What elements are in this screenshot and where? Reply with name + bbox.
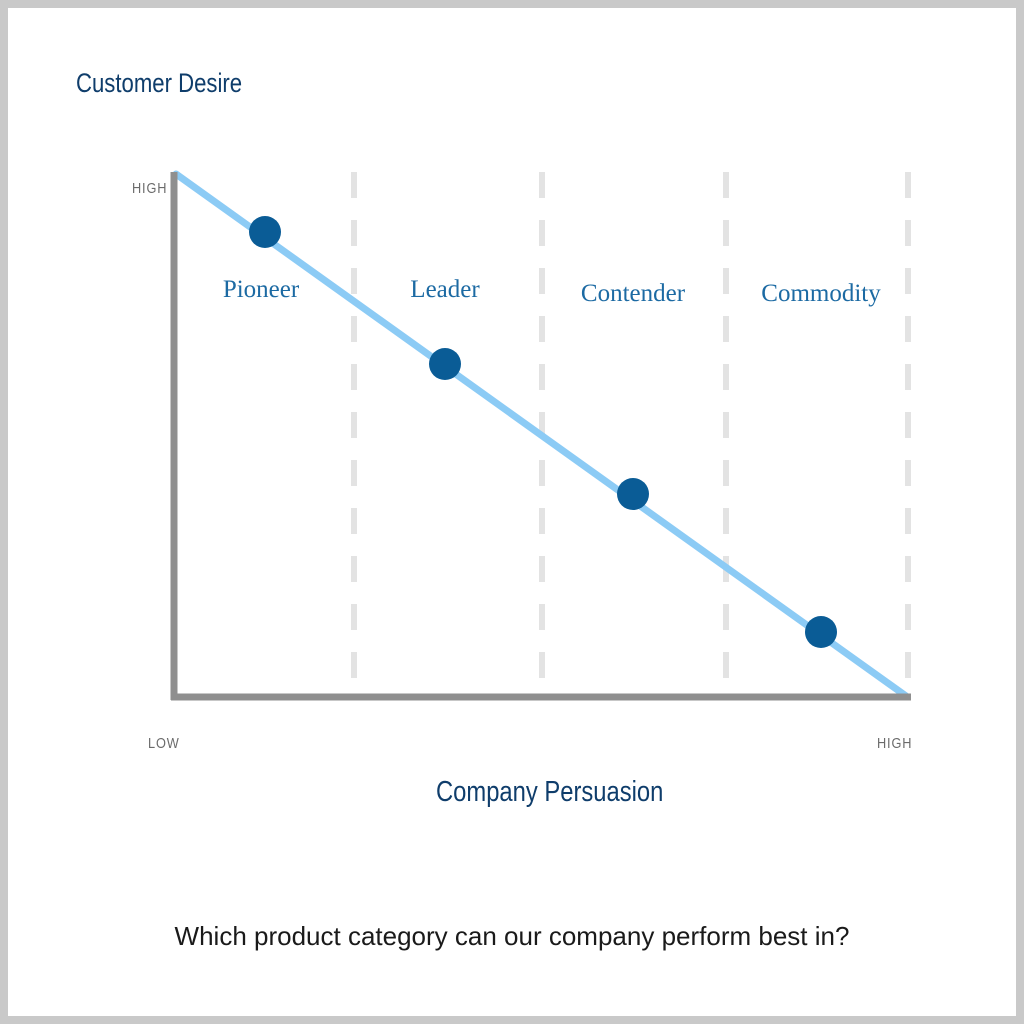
question-text: Which product category can our company p…	[174, 921, 850, 951]
commodity-dot	[805, 616, 837, 648]
contender-dot	[617, 478, 649, 510]
category-label-leader: Leader	[410, 276, 480, 303]
y-axis-high-label: HIGH	[132, 180, 168, 197]
x-axis-low-label: LOW	[148, 735, 180, 752]
x-axis-title: Company Persuasion	[436, 776, 664, 808]
leader-dot	[429, 348, 461, 380]
x-axis-high-label: HIGH	[877, 735, 913, 752]
diagram-canvas	[170, 170, 911, 701]
pioneer-dot	[249, 216, 281, 248]
trend-line	[172, 170, 910, 700]
y-axis-title: Customer Desire	[76, 68, 243, 98]
category-label-commodity: Commodity	[761, 280, 881, 307]
category-label-pioneer: Pioneer	[222, 276, 300, 303]
category-label-contender: Contender	[580, 280, 686, 307]
